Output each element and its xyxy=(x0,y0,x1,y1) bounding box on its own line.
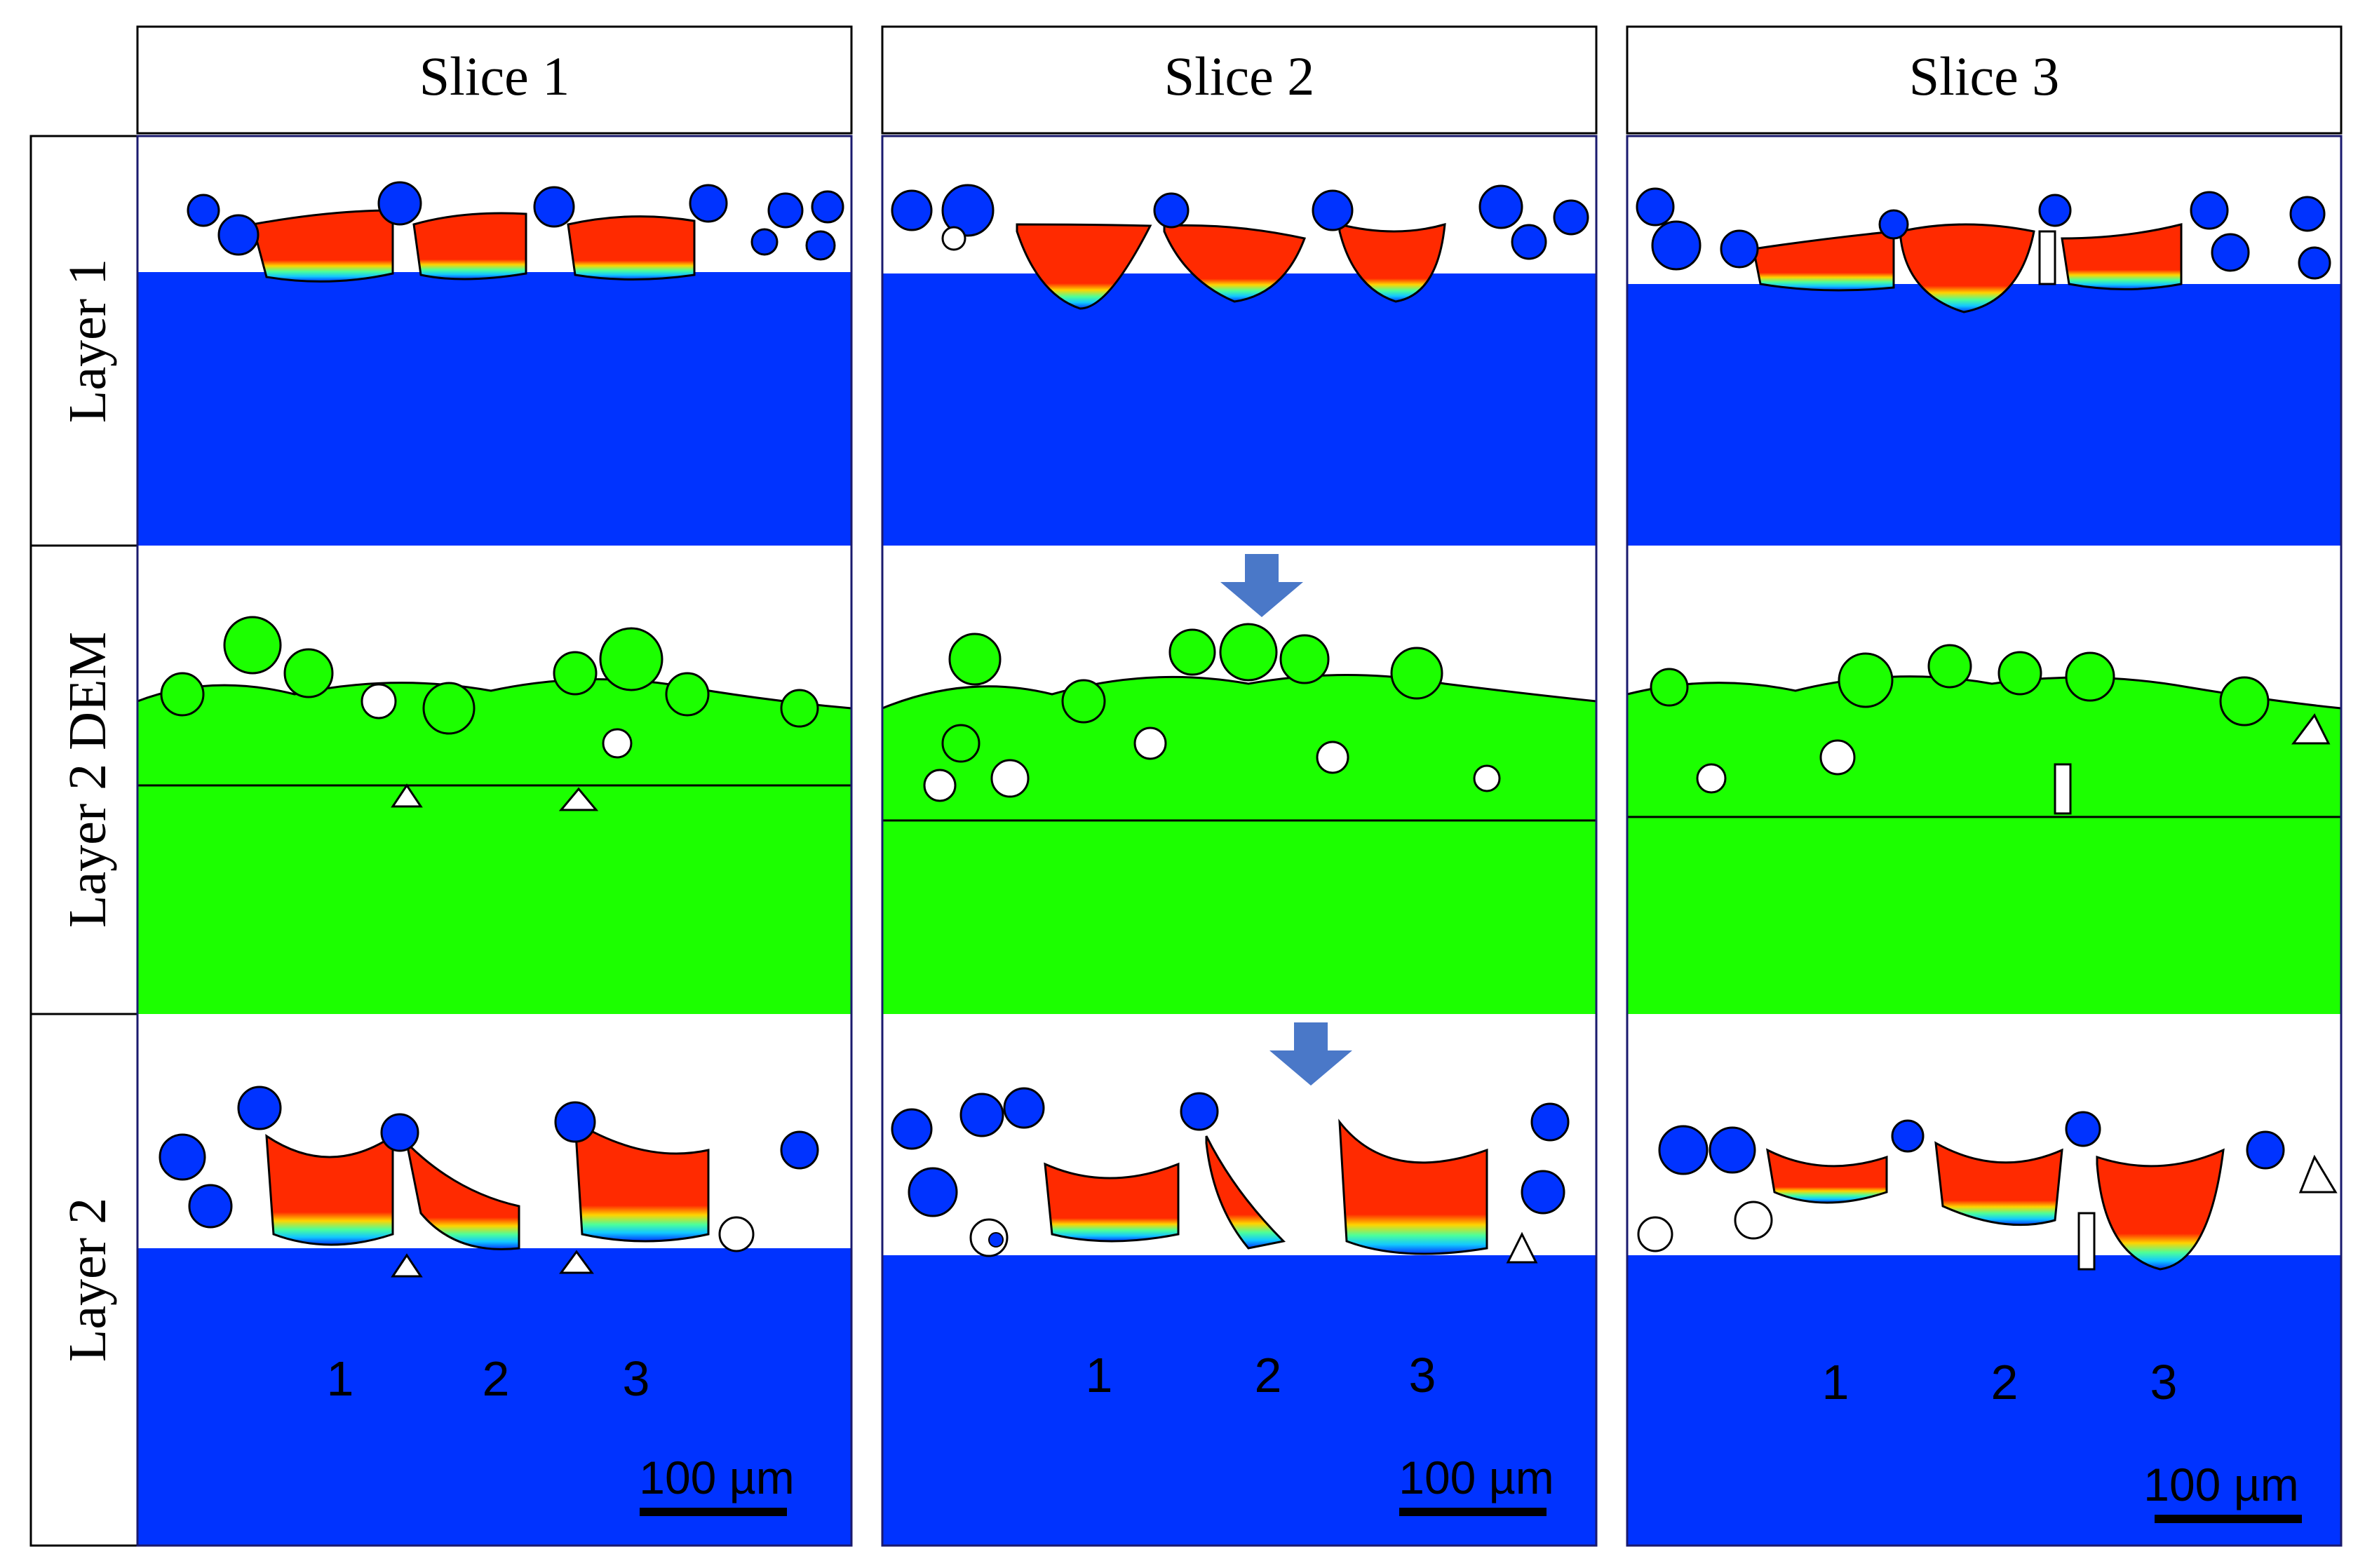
track-number-1: 1 xyxy=(1086,1348,1113,1403)
scale-bar xyxy=(2155,1515,2302,1523)
panel-slice-3-layer-2-dem xyxy=(1626,546,2343,1014)
scale-bar-label: 100 µm xyxy=(2143,1459,2298,1510)
row-headers: Layer 1 Layer 2 DEM Layer 2 xyxy=(29,135,139,1547)
panel-slice-3-layer-1 xyxy=(1627,136,2341,546)
scale-bar-label: 100 µm xyxy=(639,1452,794,1503)
panel-slice-2-layer-2-dem xyxy=(881,546,1598,1014)
panel-slice-2-layer-2: 1 2 3 100 µm xyxy=(882,1014,1596,1546)
scale-bar xyxy=(640,1508,787,1516)
column-header-slice-2: Slice 2 xyxy=(1164,46,1314,107)
track-number-2: 2 xyxy=(1255,1348,1282,1403)
column-header-slice-3: Slice 3 xyxy=(1909,46,2059,107)
scale-bar-label: 100 µm xyxy=(1399,1452,1554,1503)
down-arrow-icon xyxy=(1220,554,1303,617)
row-header-layer-2-dem: Layer 2 DEM xyxy=(58,632,117,928)
down-arrow-icon xyxy=(1269,1022,1352,1086)
column-header-slice-1: Slice 1 xyxy=(419,46,570,107)
panel-slice-1-layer-2-dem xyxy=(136,546,853,1014)
row-header-layer-1: Layer 1 xyxy=(58,259,117,423)
track-number-1: 1 xyxy=(327,1351,354,1406)
panel-slice-1-layer-2: 1 2 3 100 µm xyxy=(137,1014,851,1546)
track-number-3: 3 xyxy=(623,1351,650,1406)
panel-slice-2-layer-1 xyxy=(882,136,1596,546)
row-header-layer-2: Layer 2 xyxy=(58,1198,117,1362)
track-number-1: 1 xyxy=(1822,1355,1849,1410)
scale-bar xyxy=(1399,1508,1547,1516)
column-headers: Slice 1 Slice 2 Slice 3 xyxy=(136,25,2343,135)
track-number-2: 2 xyxy=(1991,1355,2019,1410)
track-number-2: 2 xyxy=(483,1351,510,1406)
track-number-3: 3 xyxy=(2150,1355,2178,1410)
panel-slice-3-layer-2: 1 2 3 100 µm xyxy=(1627,1014,2341,1546)
panel-slice-1-layer-1 xyxy=(137,136,851,546)
track-number-3: 3 xyxy=(1409,1348,1436,1403)
